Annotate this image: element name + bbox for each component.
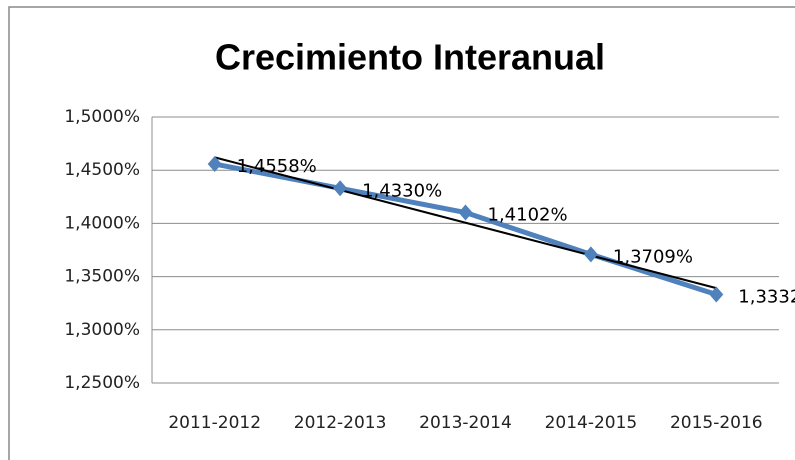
y-tick-label: 1,5000%	[64, 107, 140, 127]
marker	[207, 156, 222, 173]
y-tick-label: 1,2500%	[64, 373, 140, 393]
trendline	[214, 156, 717, 290]
x-tick-label: 2015-2016	[670, 413, 763, 433]
chart-border	[8, 6, 795, 460]
x-tick-label: 2012-2013	[294, 413, 387, 433]
x-tick-label: 2011-2012	[168, 413, 261, 433]
y-tick-label: 1,3000%	[64, 320, 140, 340]
marker	[709, 286, 724, 303]
data-label: 1,4330%	[362, 180, 442, 201]
x-tick-label: 2014-2015	[545, 413, 638, 433]
marker	[333, 180, 348, 197]
y-tick-label: 1,3500%	[64, 267, 140, 287]
y-tick-label: 1,4000%	[64, 213, 140, 233]
data-label: 1,3709%	[613, 246, 693, 267]
x-tick-label: 2013-2014	[419, 413, 512, 433]
chart-title: Crecimiento Interanual	[215, 37, 605, 78]
marker	[458, 204, 473, 221]
data-label: 1,4558%	[237, 156, 317, 177]
data-label: 1,4102%	[488, 205, 568, 226]
data-label: 1,3332%	[738, 286, 795, 307]
marker	[583, 246, 598, 263]
y-tick-label: 1,4500%	[64, 160, 140, 180]
